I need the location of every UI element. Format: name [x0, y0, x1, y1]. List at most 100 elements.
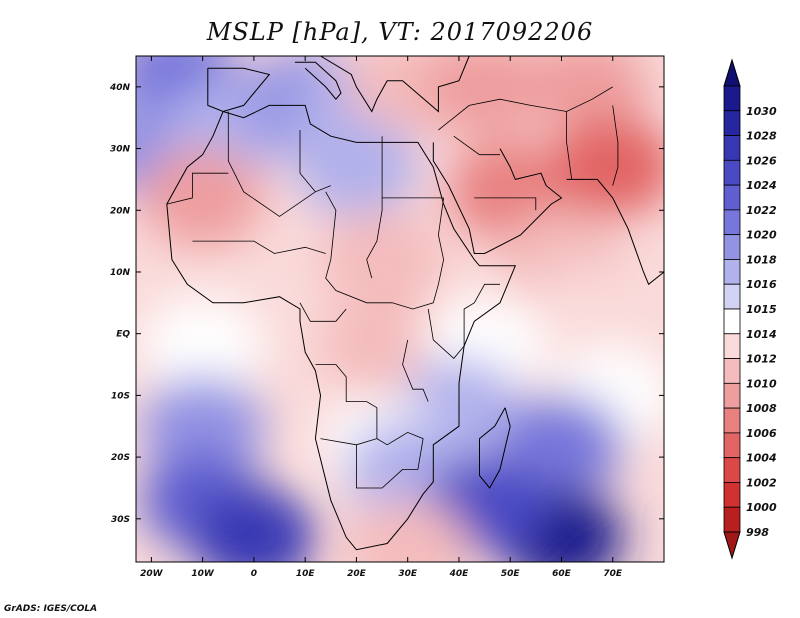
- country-border: [427, 283, 500, 359]
- colorbar-swatch: [723, 482, 741, 508]
- lon-tick-label: 10E: [296, 569, 316, 579]
- pressure-cell: [345, 499, 470, 562]
- pressure-cell: [140, 376, 265, 477]
- pressure-cell: [140, 296, 265, 397]
- colorbar-swatch: [723, 283, 741, 310]
- pressure-cell: [422, 56, 547, 137]
- colorbar-label: 1024: [746, 179, 777, 192]
- lon-tick-label: 20W: [140, 569, 164, 579]
- colorbar-label: 1016: [746, 278, 777, 291]
- colorbar-swatch: [723, 85, 741, 112]
- colorbar-label: 1028: [746, 130, 777, 143]
- pressure-field: [136, 56, 664, 562]
- colorbar-swatch: [723, 358, 741, 384]
- coastline-balkans: [320, 56, 470, 113]
- country-border: [299, 130, 316, 193]
- colorbar-swatch: [723, 506, 741, 533]
- coastline-madagascar: [479, 407, 511, 489]
- colorbar-top-arrow: [723, 58, 741, 87]
- pressure-cell: [499, 394, 624, 495]
- lon-tick-label: 10W: [191, 569, 215, 579]
- colorbar-swatch: [723, 184, 741, 211]
- lon-tick-label: 20E: [347, 569, 367, 579]
- colorbar-swatch: [723, 382, 741, 409]
- colorbar-bottom-arrow: [723, 531, 741, 560]
- country-border: [402, 339, 429, 402]
- colorbar-label: 1004: [746, 452, 777, 465]
- lon-tick-label: 50E: [501, 569, 521, 579]
- country-border: [227, 111, 331, 217]
- pressure-cell: [550, 117, 664, 218]
- coastlines: [166, 56, 664, 551]
- lon-tick-label: 0: [251, 569, 257, 579]
- colorbar-swatch: [723, 432, 741, 459]
- country-border: [438, 86, 613, 131]
- pressure-cell: [294, 117, 419, 218]
- colorbar-swatch: [723, 407, 741, 434]
- country-border: [325, 191, 445, 310]
- colorbar-label: 1002: [746, 476, 777, 489]
- latitude-axis: 40N 30N 20N 10N EQ 10S 20S 30S: [109, 83, 664, 525]
- colorbar-swatch: [723, 209, 741, 236]
- colorbar-swatch: [723, 259, 741, 285]
- colorbar-swatch: [723, 234, 741, 260]
- lon-tick-label: 40E: [449, 569, 470, 579]
- colorbar-label: 1006: [746, 427, 777, 440]
- colorbar-label: 1022: [746, 204, 777, 217]
- country-border: [453, 135, 500, 156]
- colorbar-label: 1030: [746, 105, 777, 118]
- coastline-iberia: [207, 67, 271, 113]
- lon-tick-label: 30E: [398, 569, 418, 579]
- colorbar-swatch: [723, 457, 741, 483]
- lat-tick-label: 30N: [110, 145, 131, 155]
- colorbar-label: 1026: [746, 154, 777, 167]
- colorbar-label: 1018: [746, 253, 777, 266]
- lat-tick-label: 10N: [110, 268, 131, 278]
- colorbar-label: 1008: [746, 402, 777, 415]
- lat-tick-label: 30S: [111, 515, 130, 525]
- colorbar-swatch: [723, 333, 741, 359]
- country-border: [315, 364, 378, 446]
- pressure-cell: [320, 209, 445, 310]
- pressure-cell: [320, 296, 445, 397]
- colorbar-label: 1015: [746, 303, 777, 316]
- pressure-cell: [525, 56, 650, 137]
- longitude-axis: 20W 10W 0 10E 20E 30E 40E 50E 60E 70E: [140, 56, 623, 579]
- country-border: [192, 240, 326, 254]
- lat-tick-label: 10S: [111, 391, 130, 401]
- colorbar-label: 1012: [746, 353, 777, 366]
- grads-credit: GrADS: IGES/COLA: [4, 604, 98, 614]
- map-title: MSLP [hPa], VT: 2017092206: [206, 18, 594, 46]
- country-border: [355, 431, 424, 489]
- coastline-south_asia: [566, 178, 664, 286]
- lat-tick-label: EQ: [116, 330, 130, 340]
- pressure-cell: [140, 147, 265, 248]
- map-frame: [135, 55, 665, 563]
- colorbar-label: 1020: [746, 229, 777, 242]
- colorbar-label: 998: [746, 526, 769, 539]
- country-border: [366, 136, 383, 279]
- country-borders: [166, 86, 619, 489]
- colorbar-swatch: [723, 110, 741, 136]
- country-border: [166, 172, 229, 205]
- pressure-cell: [525, 265, 650, 366]
- colorbar: 1030 1028 1026 1024 1022 1020 1018 1016 1015 1014…: [723, 58, 777, 560]
- colorbar-label: 1000: [746, 501, 777, 514]
- lat-tick-label: 20S: [111, 453, 130, 463]
- lon-tick-label: 60E: [552, 569, 572, 579]
- colorbar-swatch: [723, 308, 741, 335]
- lat-tick-label: 40N: [109, 83, 131, 93]
- coastline-arabia: [432, 142, 563, 254]
- pressure-cell: [191, 487, 316, 562]
- country-border: [474, 197, 537, 211]
- country-border: [566, 111, 573, 180]
- coastline-italy: [294, 61, 342, 100]
- colorbar-swatch: [723, 159, 741, 186]
- colorbar-label: 1014: [746, 328, 777, 341]
- colorbar-label: 1010: [746, 377, 777, 390]
- country-border: [612, 105, 619, 186]
- lon-tick-label: 70E: [603, 569, 623, 579]
- coastline-africa: [166, 104, 517, 551]
- lat-tick-label: 20N: [110, 206, 131, 216]
